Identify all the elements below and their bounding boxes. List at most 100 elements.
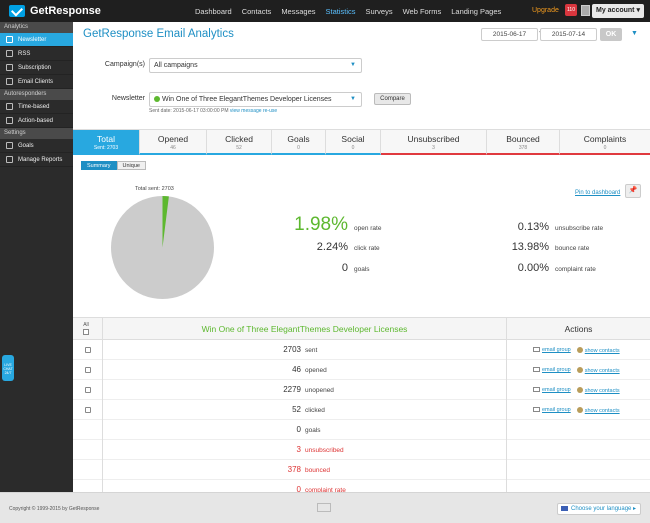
show-contacts-link[interactable]: show contacts xyxy=(576,407,620,414)
email-group-link[interactable]: email group xyxy=(533,347,571,354)
notifications-badge[interactable]: 110 xyxy=(565,4,577,16)
date-to-input[interactable]: 2015-07-14 xyxy=(540,28,597,41)
ok-button[interactable]: OK xyxy=(600,28,622,41)
sidebar-item-email-clients[interactable]: Email Clients xyxy=(0,75,73,89)
view-message-link[interactable]: view message xyxy=(229,108,262,114)
row-checkbox[interactable] xyxy=(85,407,91,413)
tab-label: Bounced xyxy=(506,134,540,144)
nav-landing-pages[interactable]: Landing Pages xyxy=(451,6,502,16)
campaigns-value: All campaigns xyxy=(154,62,198,69)
sidebar-item-label: Email Clients xyxy=(18,78,54,85)
table-header: All Win One of Three ElegantThemes Devel… xyxy=(73,318,650,340)
document-icon xyxy=(6,156,13,163)
show-contacts-link[interactable]: show contacts xyxy=(576,347,620,354)
contacts-icon xyxy=(576,347,583,353)
unique-toggle[interactable]: Unique xyxy=(116,161,146,170)
nav-messages[interactable]: Messages xyxy=(281,6,316,16)
monitor-icon xyxy=(6,78,13,85)
compare-button[interactable]: Compare xyxy=(374,93,411,105)
options-dropdown-icon[interactable]: ▼ xyxy=(631,30,638,37)
row-label: complaint rate xyxy=(305,487,346,494)
pin-icon[interactable]: 📌 xyxy=(625,184,641,198)
campaigns-label: Campaign(s) xyxy=(104,61,145,68)
email-group-link[interactable]: email group xyxy=(533,387,571,394)
envelope-icon xyxy=(6,36,13,43)
stat-value: 2.24% xyxy=(316,241,348,253)
tab-label: Clicked xyxy=(225,134,253,144)
summary-toggle[interactable]: Summary xyxy=(81,161,117,170)
table-row: 52 clicked email group show contacts xyxy=(73,400,650,420)
sent-date-text: Sent date: 2015-06-17 03:00:00 PM xyxy=(149,108,229,114)
stat-label: goals xyxy=(354,266,370,273)
tab-count: 0 xyxy=(351,145,355,151)
row-count: 2279 xyxy=(283,385,301,394)
nav-surveys[interactable]: Surveys xyxy=(365,6,393,16)
tab-goals[interactable]: Goals 0 xyxy=(272,130,326,155)
show-contacts-label: show contacts xyxy=(584,348,620,354)
newsletter-value: Win One of Three ElegantThemes Developer… xyxy=(162,96,332,103)
row-count: 52 xyxy=(292,405,301,414)
sidebar-item-subscription[interactable]: Subscription xyxy=(0,61,73,75)
row-checkbox[interactable] xyxy=(85,387,91,393)
email-group-link[interactable]: email group xyxy=(533,367,571,374)
view-toggle: Summary Unique xyxy=(81,161,146,170)
tab-clicked[interactable]: Clicked 52 xyxy=(207,130,272,155)
select-all-checkbox[interactable] xyxy=(83,329,89,335)
select-all-label: All xyxy=(83,322,89,328)
row-cell xyxy=(102,380,507,400)
stat-label: unsubscribe rate xyxy=(555,225,604,232)
pin-to-dashboard-link[interactable]: Pin to dashboard xyxy=(575,190,621,196)
row-count: 3 xyxy=(296,445,301,454)
tab-total[interactable]: Total Sent: 2703 xyxy=(73,130,140,155)
tab-count: 3 xyxy=(432,145,435,151)
brand-name: GetResponse xyxy=(30,5,101,17)
live-chat-button[interactable]: LIVE CHAT 24/7 xyxy=(2,355,14,381)
sidebar-item-newsletter[interactable]: Newsletter xyxy=(0,33,73,47)
nav-statistics[interactable]: Statistics xyxy=(325,6,356,16)
sidebar-item-manage-reports[interactable]: Manage Reports xyxy=(0,153,73,167)
tab-bounced[interactable]: Bounced 378 xyxy=(487,130,560,155)
language-selector[interactable]: Choose your language ▸ xyxy=(557,503,641,515)
tab-complaints[interactable]: Complaints 0 xyxy=(560,130,650,155)
envelope-icon xyxy=(533,387,540,392)
sidebar-item-label: Newsletter xyxy=(18,36,47,43)
sidebar-item-time-based[interactable]: Time-based xyxy=(0,100,73,114)
upgrade-link[interactable]: Upgrade xyxy=(532,7,559,14)
sidebar-head-analytics: Analytics xyxy=(0,22,73,33)
show-contacts-link[interactable]: show contacts xyxy=(576,387,620,394)
getresponse-logo-icon xyxy=(9,5,25,17)
select-all[interactable]: All xyxy=(83,322,89,335)
show-contacts-link[interactable]: show contacts xyxy=(576,367,620,374)
row-label: unopened xyxy=(305,387,334,394)
gear-icon xyxy=(6,117,13,124)
sidebar-item-action-based[interactable]: Action-based xyxy=(0,114,73,128)
brand-logo[interactable]: GetResponse xyxy=(0,5,190,17)
main-nav: Dashboard Contacts Messages Statistics S… xyxy=(190,7,506,16)
nav-web-forms[interactable]: Web Forms xyxy=(402,6,442,16)
row-label: clicked xyxy=(305,407,325,414)
row-checkbox[interactable] xyxy=(85,347,91,353)
newsletter-select[interactable]: Win One of Three ElegantThemes Developer… xyxy=(149,92,362,107)
nav-contacts[interactable]: Contacts xyxy=(241,6,272,16)
date-from-input[interactable]: 2015-06-17 xyxy=(481,28,538,41)
envelope-icon xyxy=(317,503,331,512)
tab-social[interactable]: Social 0 xyxy=(326,130,381,155)
row-actions: email group show contacts xyxy=(533,367,620,374)
email-group-label: email group xyxy=(542,387,571,393)
tab-opened[interactable]: Opened 46 xyxy=(140,130,207,155)
tab-label: Goals xyxy=(287,134,310,144)
pie-slice-opened xyxy=(162,196,169,248)
email-group-label: email group xyxy=(542,367,571,373)
campaigns-select[interactable]: All campaigns ▼ xyxy=(149,58,362,73)
tab-count: 0 xyxy=(603,145,607,151)
email-group-link[interactable]: email group xyxy=(533,407,571,414)
sidebar-item-rss[interactable]: RSS xyxy=(0,47,73,61)
row-checkbox[interactable] xyxy=(85,367,91,373)
avatar[interactable] xyxy=(581,5,590,16)
tab-unsubscribed[interactable]: Unsubscribed 3 xyxy=(381,130,487,155)
stat-label: complaint rate xyxy=(555,266,596,273)
nav-dashboard[interactable]: Dashboard xyxy=(195,6,232,16)
sidebar-item-goals[interactable]: Goals xyxy=(0,139,73,153)
my-account-menu[interactable]: My account xyxy=(592,4,644,18)
reuse-link[interactable]: re-use xyxy=(262,108,278,114)
